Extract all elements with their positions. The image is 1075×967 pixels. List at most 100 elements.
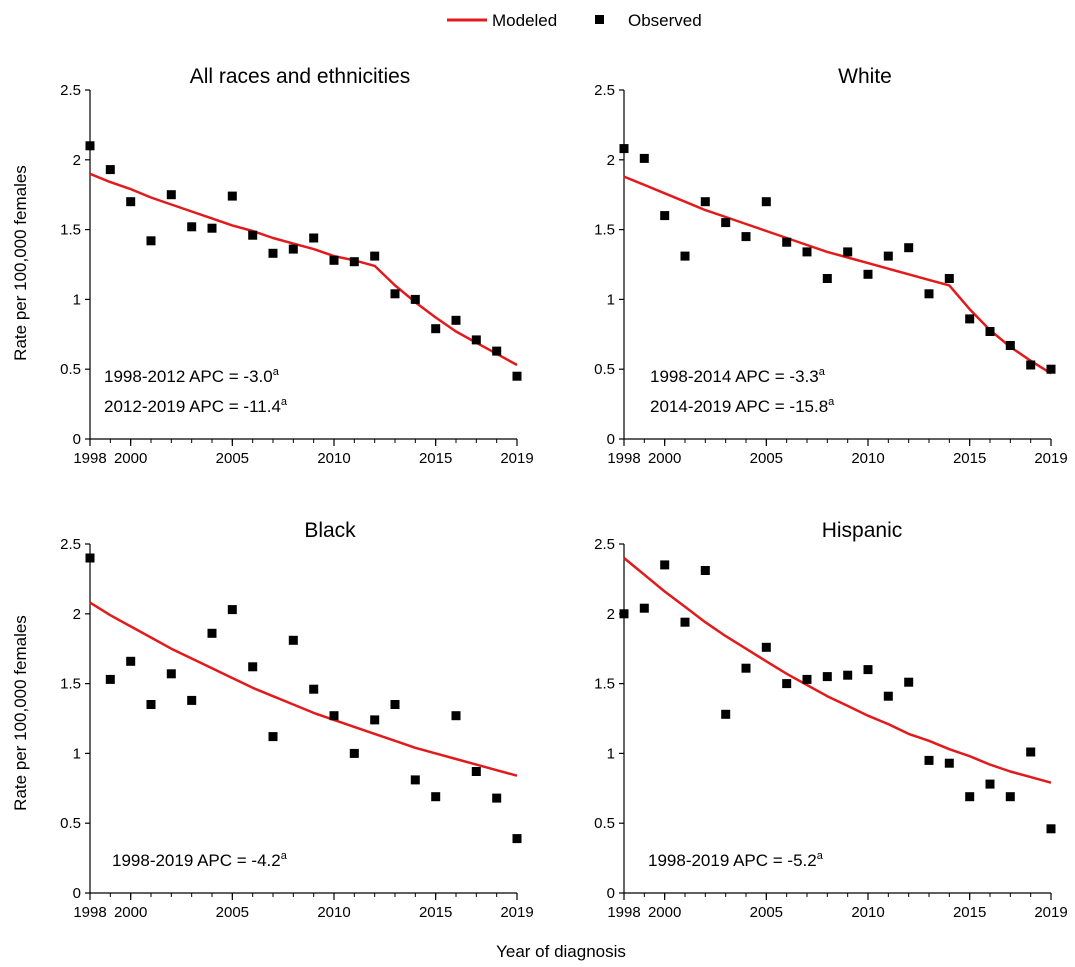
panel-title: Hispanic — [822, 519, 903, 542]
observed-point — [863, 269, 873, 279]
observed-point — [349, 748, 359, 758]
observed-point — [248, 662, 258, 672]
observed-point — [802, 247, 812, 257]
observed-point — [105, 165, 115, 175]
observed-point — [410, 294, 420, 304]
observed-point — [146, 236, 156, 246]
observed-point — [1026, 747, 1036, 757]
y-tick-label: 0.5 — [60, 815, 81, 832]
y-tick-label: 0 — [607, 885, 615, 902]
x-tick-label: 2019 — [500, 450, 533, 467]
y-tick-label: 1.5 — [594, 222, 615, 239]
observed-point — [761, 197, 771, 207]
y-tick-label: 2 — [73, 606, 81, 623]
chart-panel-2: White 0 0.5 1 1.5 2 2.5 1998 2000 2005 2010 2015 201… — [594, 65, 1068, 467]
observed-point — [965, 314, 975, 324]
observed-point — [227, 605, 237, 615]
y-tick-label: 1.5 — [594, 676, 615, 693]
chart-panel-4: Hispanic 0 0.5 1 1.5 2 2.5 1998 2000 2005 2010 2015… — [594, 519, 1068, 921]
observed-point — [410, 775, 420, 785]
x-tick-label: 1998 — [607, 450, 640, 467]
x-tick-label: 2005 — [750, 904, 783, 921]
observed-point — [471, 767, 481, 776]
chart-panels: All races and ethnicities 0 0.5 1 1.5 2 2.5 199… — [60, 65, 1068, 921]
x-tick-label: 1998 — [73, 904, 106, 921]
y-tick-label: 1 — [607, 291, 615, 308]
y-tick-label: 2.5 — [594, 82, 615, 99]
observed-point — [370, 251, 380, 261]
observed-point — [390, 289, 400, 299]
x-tick-label: 2000 — [114, 450, 147, 467]
observed-point — [619, 144, 629, 154]
modeled-series-line — [623, 557, 1052, 784]
apc-annotation: 1998-2014 APC = -3.3a — [650, 366, 826, 386]
legend: Modeled Observed — [447, 11, 702, 30]
y-tick-label: 0 — [73, 885, 81, 902]
observed-point — [288, 244, 298, 254]
modeled-series-line — [89, 601, 518, 777]
panel-title: All races and ethnicities — [190, 65, 411, 88]
x-tick-label: 2000 — [114, 904, 147, 921]
observed-point — [700, 566, 710, 575]
observed-point — [146, 700, 156, 709]
y-tick-label: 1 — [607, 745, 615, 762]
x-tick-label: 2005 — [216, 450, 249, 467]
observed-point — [187, 695, 197, 705]
observed-point — [268, 732, 278, 742]
apc-annotation: 1998-2019 APC = -5.2a — [648, 850, 824, 870]
x-tick-label: 2015 — [953, 904, 986, 921]
y-tick-label: 0 — [73, 431, 81, 448]
x-tick-label: 2000 — [648, 450, 681, 467]
observed-point — [904, 677, 914, 687]
observed-point — [349, 257, 359, 267]
x-tick-label: 2010 — [851, 450, 884, 467]
observed-point — [985, 327, 995, 336]
observed-point — [431, 792, 441, 802]
observed-point — [1026, 360, 1036, 370]
x-tick-label: 2000 — [648, 904, 681, 921]
observed-point — [227, 191, 237, 201]
x-tick-label: 2005 — [216, 904, 249, 921]
x-tick-label: 2005 — [750, 450, 783, 467]
x-tick-label: 1998 — [73, 450, 106, 467]
observed-point — [700, 197, 710, 207]
modeled-series-line — [89, 172, 518, 367]
observed-point — [1005, 341, 1015, 350]
observed-point — [1005, 792, 1015, 802]
observed-point — [721, 709, 731, 719]
apc-annotation: 2012-2019 APC = -11.4a — [104, 396, 288, 416]
x-tick-label: 2015 — [419, 904, 452, 921]
observed-point — [105, 674, 115, 684]
observed-point — [512, 371, 522, 381]
y-tick-label: 2.5 — [594, 536, 615, 553]
legend-observed-label: Observed — [628, 11, 702, 30]
observed-point — [965, 792, 975, 802]
observed-point — [782, 679, 792, 689]
y-tick-label: 2 — [607, 606, 615, 623]
y-tick-label: 0.5 — [594, 815, 615, 832]
observed-point — [741, 232, 751, 242]
observed-point — [329, 711, 339, 721]
y-tick-label: 1.5 — [60, 676, 81, 693]
y-tick-label: 0 — [607, 431, 615, 448]
observed-point — [390, 700, 400, 709]
observed-point — [863, 665, 873, 675]
observed-point — [639, 603, 649, 613]
observed-point — [741, 663, 751, 673]
observed-point — [207, 628, 217, 638]
observed-point — [985, 779, 995, 789]
observed-point — [187, 222, 197, 232]
y-tick-label: 2 — [73, 152, 81, 169]
observed-point — [822, 672, 832, 682]
chart-panel-1: All races and ethnicities 0 0.5 1 1.5 2 2.5 199… — [60, 65, 534, 467]
chart-panel-3: Black 0 0.5 1 1.5 2 2.5 1998 2000 2005 2010 2015 201… — [60, 519, 534, 921]
legend-modeled-label: Modeled — [492, 11, 557, 30]
observed-point — [248, 230, 258, 240]
observed-point — [660, 560, 670, 570]
x-tick-label: 2010 — [317, 450, 350, 467]
observed-point — [370, 715, 380, 725]
y-tick-label: 2.5 — [60, 82, 81, 99]
observed-point — [471, 335, 481, 345]
observed-point — [843, 247, 853, 257]
observed-point — [166, 190, 176, 200]
